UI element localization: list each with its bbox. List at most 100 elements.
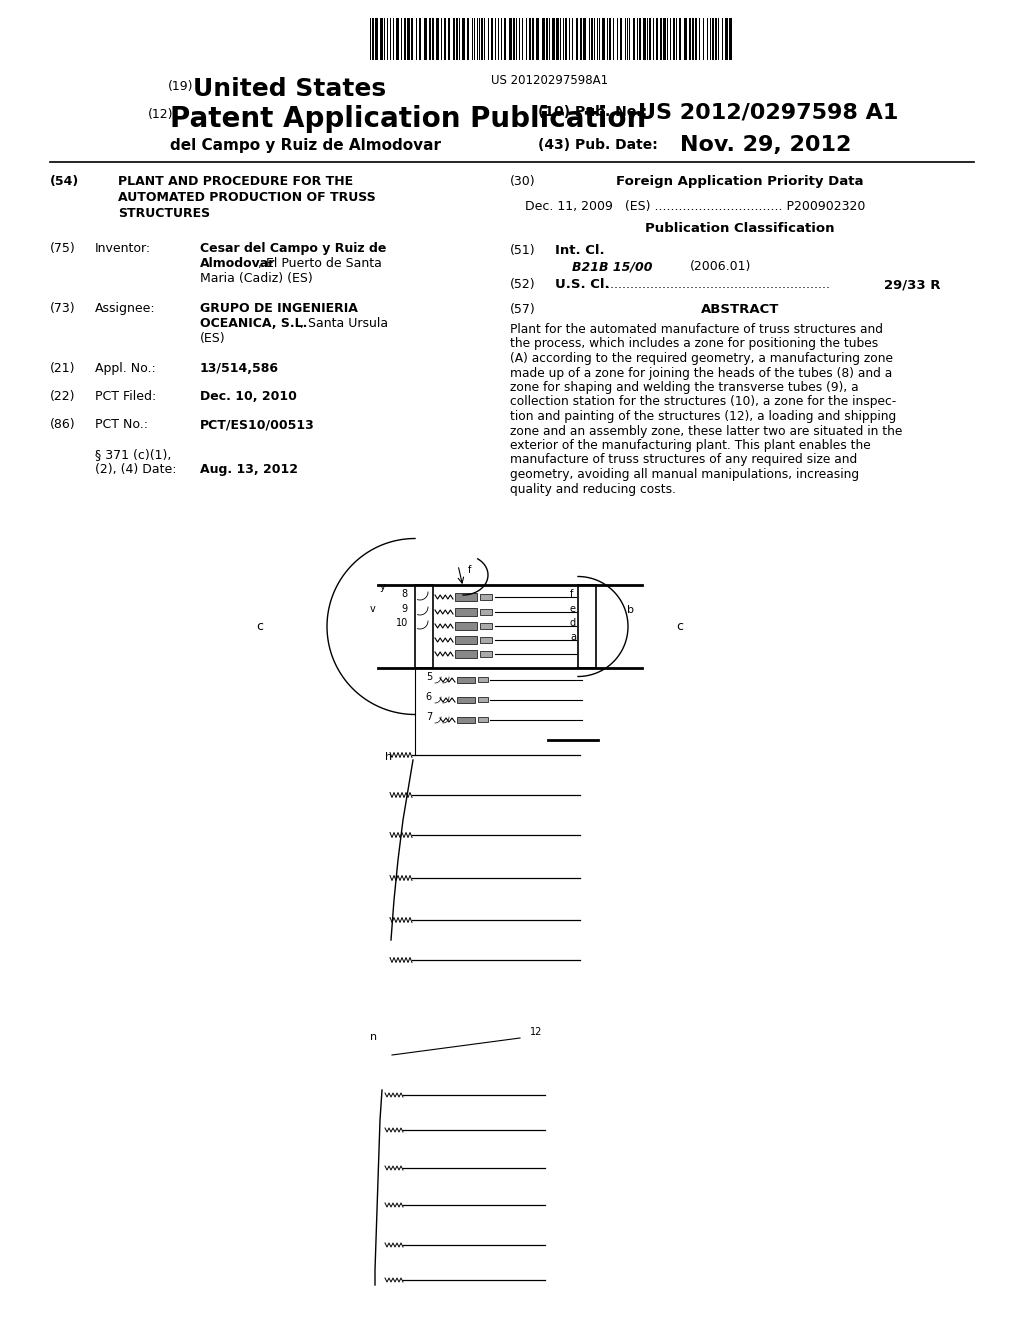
Bar — [478, 677, 488, 682]
Bar — [380, 18, 383, 59]
Bar — [602, 18, 605, 59]
Bar — [453, 18, 455, 59]
Bar — [478, 697, 488, 702]
Text: f: f — [468, 565, 471, 576]
Text: 7: 7 — [426, 711, 432, 722]
Text: Int. Cl.: Int. Cl. — [555, 244, 604, 257]
Text: PCT No.:: PCT No.: — [95, 418, 148, 432]
Bar — [444, 18, 446, 59]
Text: United States: United States — [193, 77, 386, 102]
Text: 6: 6 — [426, 692, 432, 702]
Text: Maria (Cadiz) (ES): Maria (Cadiz) (ES) — [200, 272, 312, 285]
Bar — [509, 18, 512, 59]
Text: del Campo y Ruiz de Almodovar: del Campo y Ruiz de Almodovar — [170, 139, 441, 153]
Text: (30): (30) — [510, 176, 536, 187]
Bar — [415, 585, 433, 668]
Text: 5: 5 — [426, 672, 432, 682]
Text: Appl. No.:: Appl. No.: — [95, 362, 156, 375]
Text: geometry, avoiding all manual manipulations, increasing: geometry, avoiding all manual manipulati… — [510, 469, 859, 480]
Bar — [695, 18, 697, 59]
Bar — [480, 638, 492, 643]
Bar — [529, 18, 531, 59]
Bar — [513, 18, 515, 59]
Bar — [583, 18, 586, 59]
Bar — [692, 18, 694, 59]
Bar — [689, 18, 691, 59]
Text: , Santa Ursula: , Santa Ursula — [300, 317, 388, 330]
Bar — [578, 585, 596, 668]
Text: (19): (19) — [168, 81, 194, 92]
Text: 12: 12 — [530, 1027, 543, 1038]
Bar — [565, 18, 567, 59]
Bar — [633, 18, 635, 59]
Text: Dec. 11, 2009   (ES) ................................ P200902320: Dec. 11, 2009 (ES) .....................… — [525, 201, 865, 213]
Bar — [480, 623, 492, 630]
Bar — [480, 594, 492, 601]
Bar — [679, 18, 681, 59]
Text: Publication Classification: Publication Classification — [645, 222, 835, 235]
Bar — [396, 18, 399, 59]
Text: Plant for the automated manufacture of truss structures and: Plant for the automated manufacture of t… — [510, 323, 883, 337]
Text: zone for shaping and welding the transverse tubes (9), a: zone for shaping and welding the transve… — [510, 381, 859, 393]
Text: n: n — [370, 1032, 377, 1041]
Text: (10) Pub. No.:: (10) Pub. No.: — [538, 106, 647, 119]
Text: quality and reducing costs.: quality and reducing costs. — [510, 483, 676, 495]
Bar — [455, 649, 477, 657]
Text: Aug. 13, 2012: Aug. 13, 2012 — [200, 463, 298, 477]
Text: c: c — [256, 620, 263, 634]
Text: ABSTRACT: ABSTRACT — [700, 304, 779, 315]
Bar — [656, 18, 658, 59]
Bar — [532, 18, 534, 59]
Bar — [455, 593, 477, 601]
Bar — [542, 18, 545, 59]
Text: (51): (51) — [510, 244, 536, 257]
Bar — [455, 622, 477, 630]
Text: 29/33 R: 29/33 R — [884, 279, 940, 290]
Text: (86): (86) — [50, 418, 76, 432]
Text: AUTOMATED PRODUCTION OF TRUSS: AUTOMATED PRODUCTION OF TRUSS — [118, 191, 376, 205]
Bar — [609, 18, 611, 59]
Text: collection station for the structures (10), a zone for the inspec-: collection station for the structures (1… — [510, 396, 896, 408]
Bar — [455, 609, 477, 616]
Text: e: e — [570, 605, 575, 614]
Bar — [456, 18, 458, 59]
Text: Foreign Application Priority Data: Foreign Application Priority Data — [616, 176, 864, 187]
Text: PCT Filed:: PCT Filed: — [95, 389, 157, 403]
Text: 8: 8 — [401, 589, 408, 599]
Text: § 371 (c)(1),: § 371 (c)(1), — [95, 447, 171, 461]
Text: US 20120297598A1: US 20120297598A1 — [492, 74, 608, 87]
Text: d: d — [570, 618, 577, 628]
Text: (A) according to the required geometry, a manufacturing zone: (A) according to the required geometry, … — [510, 352, 893, 366]
Text: f: f — [570, 589, 573, 599]
Text: PLANT AND PROCEDURE FOR THE: PLANT AND PROCEDURE FOR THE — [118, 176, 353, 187]
Text: US 2012/0297598 A1: US 2012/0297598 A1 — [638, 103, 898, 123]
Text: (ES): (ES) — [200, 333, 225, 345]
Bar — [663, 18, 666, 59]
Text: (73): (73) — [50, 302, 76, 315]
Bar — [643, 18, 646, 59]
Bar — [478, 717, 488, 722]
Bar — [504, 18, 506, 59]
Bar — [480, 651, 492, 657]
Text: (75): (75) — [50, 242, 76, 255]
Bar — [552, 18, 555, 59]
Bar — [424, 18, 427, 59]
Bar — [673, 18, 675, 59]
Bar — [649, 18, 651, 59]
Text: 9: 9 — [401, 605, 408, 614]
Bar — [457, 677, 475, 682]
Bar — [455, 636, 477, 644]
Text: manufacture of truss structures of any required size and: manufacture of truss structures of any r… — [510, 454, 857, 466]
Bar — [480, 609, 492, 615]
Text: PCT/ES10/00513: PCT/ES10/00513 — [200, 418, 314, 432]
Text: v: v — [370, 605, 376, 614]
Text: (54): (54) — [50, 176, 79, 187]
Bar — [556, 18, 559, 59]
Bar — [457, 697, 475, 704]
Bar — [546, 18, 548, 59]
Text: zone and an assembly zone, these latter two are situated in the: zone and an assembly zone, these latter … — [510, 425, 902, 437]
Bar — [449, 18, 450, 59]
Text: Inventor:: Inventor: — [95, 242, 152, 255]
Bar — [725, 18, 728, 59]
Bar — [620, 18, 622, 59]
